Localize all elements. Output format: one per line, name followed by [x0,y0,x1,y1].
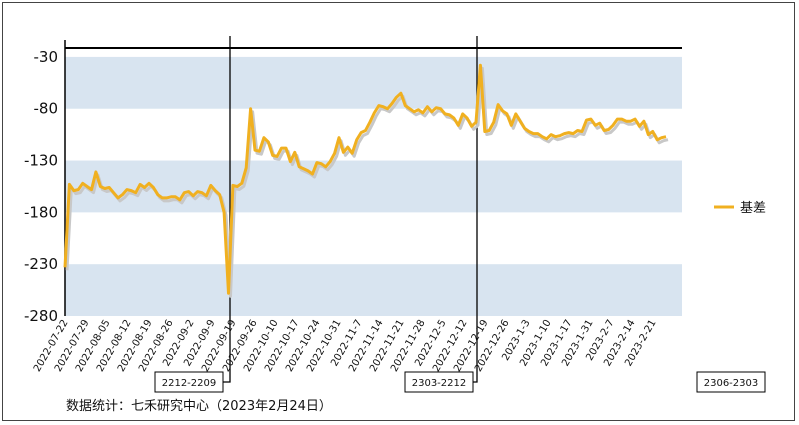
y-tick-label: -30 [34,48,59,66]
legend: 基差 [714,201,766,216]
grid-band [65,264,682,316]
contract-box-label: 2306-2303 [704,378,759,389]
contract-roll-line [473,36,478,383]
contract-boxes: 2212-2209 2303-2212 2306-2303 [154,371,766,393]
contract-roll-lines [223,36,478,383]
y-axis-ticks: -30 -80 -130 -180 -230 -280 [24,48,58,325]
contract-box [404,371,474,393]
x-axis-ticks: 2022-07-222022-07-292022-08-052022-08-12… [32,318,659,374]
series-line-basis [63,63,667,295]
series-shadow [65,66,669,298]
grid-bands [65,56,682,316]
contract-box-label: 2303-2212 [412,378,467,389]
grid-band [65,56,682,109]
y-tick-label: -230 [24,255,58,273]
contract-roll-line [223,36,231,383]
y-tick-label: -180 [24,203,58,221]
grid-band [65,160,682,213]
contract-box-label: 2212-2209 [162,378,217,389]
legend-label: 基差 [740,201,766,216]
contract-box [154,371,224,393]
footnote: 数据统计：七禾研究中心（2023年2月24日） [66,399,332,414]
series-layer [63,63,669,298]
contract-box [696,371,766,393]
y-tick-label: -80 [34,100,59,118]
y-tick-label: -280 [24,307,58,325]
y-tick-label: -130 [24,152,58,170]
